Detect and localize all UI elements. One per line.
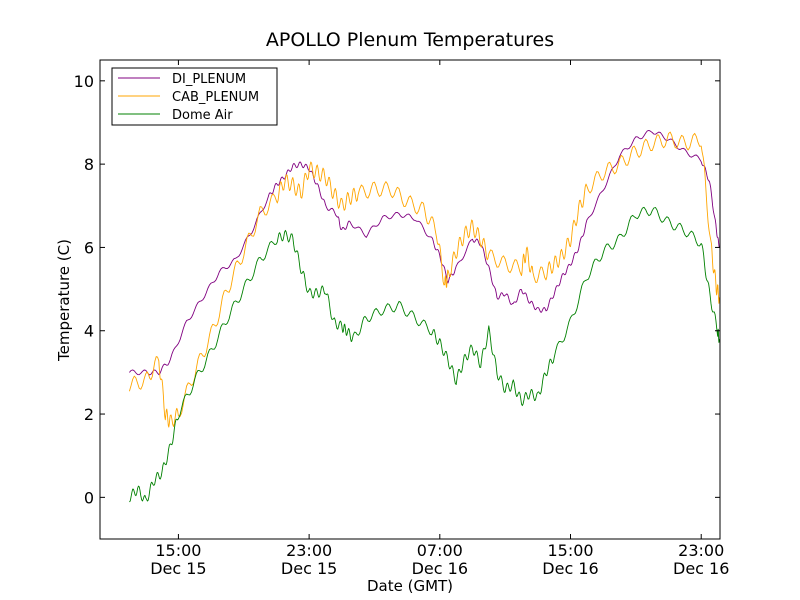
y-tick-label: 10 bbox=[74, 72, 94, 91]
x-tick-time-label: 23:00 bbox=[286, 541, 332, 560]
y-axis-label: Temperature (C) bbox=[55, 239, 73, 362]
x-tick-time-label: 07:00 bbox=[417, 541, 463, 560]
x-tick-time-label: 23:00 bbox=[678, 541, 724, 560]
y-tick-label: 0 bbox=[84, 488, 94, 507]
x-tick-date-label: Dec 16 bbox=[542, 559, 598, 578]
series-line-dome-air bbox=[129, 206, 720, 503]
y-tick-label: 4 bbox=[84, 322, 94, 341]
series-line-cab-plenum bbox=[128, 131, 720, 428]
legend-label: Dome Air bbox=[172, 108, 233, 123]
x-tick-date-label: Dec 16 bbox=[412, 559, 468, 578]
y-axis: 0 2 4 6 8 10 bbox=[74, 72, 720, 507]
x-tick-date-label: Dec 16 bbox=[673, 559, 729, 578]
y-tick-label: 2 bbox=[84, 405, 94, 424]
x-axis-label: Date (GMT) bbox=[367, 577, 453, 595]
legend-label: CAB_PLENUM bbox=[172, 90, 259, 105]
x-tick-date-label: Dec 15 bbox=[150, 559, 206, 578]
plot-frame bbox=[99, 59, 721, 540]
x-tick-time-label: 15:00 bbox=[547, 541, 593, 560]
y-tick-label: 8 bbox=[84, 155, 94, 174]
series-group bbox=[128, 129, 720, 503]
legend-label: DI_PLENUM bbox=[172, 72, 246, 87]
x-tick-time-label: 15:00 bbox=[155, 541, 201, 560]
chart-title: APOLLO Plenum Temperatures bbox=[266, 29, 554, 51]
legend: DI_PLENUM CAB_PLENUM Dome Air bbox=[111, 67, 278, 126]
y-tick-label: 6 bbox=[84, 238, 94, 257]
x-tick-date-label: Dec 15 bbox=[281, 559, 337, 578]
